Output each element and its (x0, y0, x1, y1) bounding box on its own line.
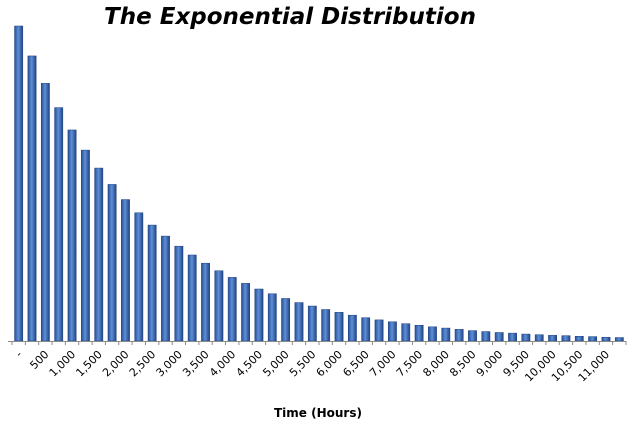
x-tick-label: 3,500 (180, 348, 211, 379)
x-tick-label: 8,500 (447, 348, 478, 379)
x-tick-label: 3,000 (154, 348, 185, 379)
x-tick-labels-group: -5001,0001,5002,0002,5003,0003,5004,0004… (13, 348, 612, 384)
bar-500 (40, 83, 50, 342)
bar-6,000 (334, 312, 344, 342)
bar-5,750 (321, 309, 331, 342)
x-tick-label: 7,500 (394, 348, 425, 379)
bar-4,000 (227, 277, 237, 342)
x-tick-label: 6,500 (340, 348, 371, 379)
bar-1,250 (81, 149, 90, 342)
bar-3,000 (174, 245, 184, 342)
x-tick-label: 4,000 (207, 348, 238, 379)
bar-11,250 (614, 337, 624, 342)
bar-5,250 (294, 302, 304, 342)
x-tick-label: 8,000 (420, 348, 451, 379)
x-tick-label: 5,000 (260, 348, 291, 379)
x-tick-label: 6,000 (314, 348, 345, 379)
x-tick-label: 2,000 (100, 348, 131, 379)
bar-7,500 (414, 325, 424, 342)
bar-10,500 (574, 336, 584, 342)
x-tick-label: 9,000 (474, 348, 505, 379)
bar-250 (27, 55, 37, 342)
x-tick-label: 7,000 (367, 348, 398, 379)
bar-750 (54, 107, 64, 342)
bar-4,250 (241, 283, 250, 342)
bar-10,250 (561, 335, 571, 342)
bar-2,500 (147, 224, 157, 342)
x-tick-label: 1,500 (73, 348, 104, 379)
bar-1,500 (94, 167, 104, 342)
bar-3,500 (201, 262, 210, 342)
x-tick-label: 1,000 (47, 348, 78, 379)
bar-- (14, 25, 24, 342)
bar-3,750 (214, 270, 224, 342)
bar-9,250 (508, 332, 517, 342)
bar-11,000 (601, 336, 611, 342)
bar-7,750 (428, 326, 437, 342)
bar-5,500 (307, 305, 317, 342)
bar-4,500 (254, 288, 264, 342)
x-ticks-group (11, 341, 627, 345)
bar-4,750 (267, 293, 277, 342)
bar-6,250 (347, 314, 357, 342)
bar-6,500 (361, 317, 371, 342)
bar-6,750 (374, 319, 384, 342)
bars-group (14, 25, 624, 342)
bar-7,250 (401, 323, 411, 342)
x-tick-label: 5,500 (287, 348, 318, 379)
bar-2,250 (134, 212, 144, 342)
bar-1,000 (67, 129, 77, 342)
bar-10,000 (548, 335, 557, 342)
x-tick-label: 2,500 (127, 348, 158, 379)
bar-9,000 (494, 332, 504, 342)
bar-1,750 (107, 184, 117, 342)
bar-5,000 (281, 298, 291, 342)
bar-8,000 (441, 327, 451, 342)
bar-8,500 (468, 330, 477, 342)
bar-2,750 (161, 235, 170, 342)
bar-9,750 (534, 334, 544, 342)
x-tick-label: 4,500 (234, 348, 265, 379)
x-tick-label: - (13, 348, 25, 360)
bar-10,750 (588, 336, 598, 342)
bar-7,000 (388, 321, 397, 342)
bar-8,250 (454, 329, 464, 342)
bar-3,250 (187, 254, 197, 342)
bar-2,000 (121, 199, 130, 342)
bar-8,750 (481, 331, 491, 342)
x-axis-label: Time (Hours) (274, 406, 362, 420)
bar-9,500 (521, 333, 531, 342)
chart-title: The Exponential Distribution (104, 4, 476, 30)
